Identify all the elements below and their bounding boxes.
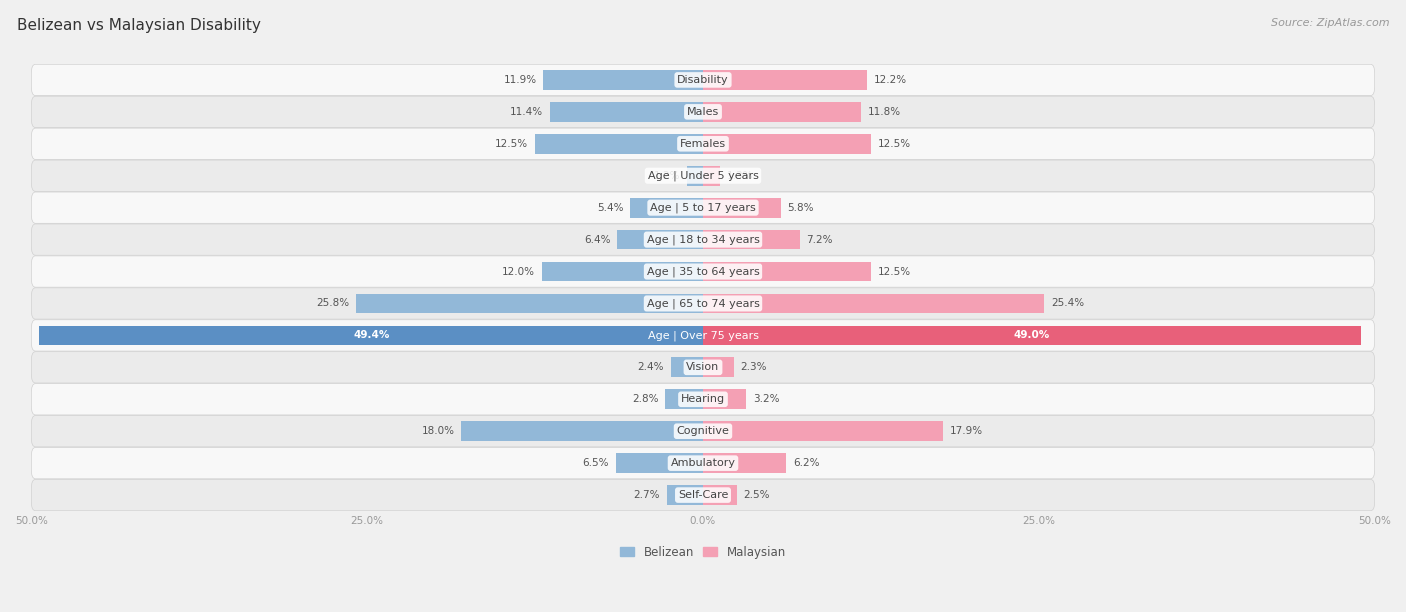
Text: Age | 35 to 64 years: Age | 35 to 64 years xyxy=(647,266,759,277)
Bar xyxy=(665,389,703,409)
FancyBboxPatch shape xyxy=(31,224,1375,255)
FancyBboxPatch shape xyxy=(31,416,1375,447)
Text: 2.5%: 2.5% xyxy=(744,490,770,500)
Text: 5.4%: 5.4% xyxy=(598,203,624,212)
FancyBboxPatch shape xyxy=(31,96,1375,127)
Bar xyxy=(703,134,870,154)
Bar xyxy=(671,357,703,377)
Text: 2.3%: 2.3% xyxy=(741,362,768,372)
Bar xyxy=(536,134,703,154)
Text: 12.5%: 12.5% xyxy=(877,267,911,277)
Text: 7.2%: 7.2% xyxy=(807,234,832,245)
Bar xyxy=(703,453,786,473)
FancyBboxPatch shape xyxy=(31,352,1375,383)
Text: 3.2%: 3.2% xyxy=(752,394,779,405)
Bar xyxy=(703,102,862,122)
Text: 12.5%: 12.5% xyxy=(495,139,529,149)
Text: 49.4%: 49.4% xyxy=(353,330,389,340)
Bar xyxy=(703,485,737,505)
Text: Self-Care: Self-Care xyxy=(678,490,728,500)
Text: 25.4%: 25.4% xyxy=(1050,299,1084,308)
Bar xyxy=(39,326,703,345)
Bar xyxy=(616,453,703,473)
Bar xyxy=(703,357,734,377)
Text: Belizean vs Malaysian Disability: Belizean vs Malaysian Disability xyxy=(17,18,260,34)
Bar xyxy=(617,230,703,250)
Text: 1.2%: 1.2% xyxy=(654,171,681,181)
Text: 12.0%: 12.0% xyxy=(502,267,536,277)
Text: 18.0%: 18.0% xyxy=(422,426,454,436)
FancyBboxPatch shape xyxy=(31,160,1375,192)
Text: 2.7%: 2.7% xyxy=(634,490,659,500)
FancyBboxPatch shape xyxy=(31,128,1375,160)
Text: Ambulatory: Ambulatory xyxy=(671,458,735,468)
FancyBboxPatch shape xyxy=(31,288,1375,319)
FancyBboxPatch shape xyxy=(31,447,1375,479)
Text: Age | 65 to 74 years: Age | 65 to 74 years xyxy=(647,298,759,308)
Text: 2.8%: 2.8% xyxy=(633,394,658,405)
Bar xyxy=(703,262,870,282)
Bar xyxy=(703,166,720,185)
Text: 6.4%: 6.4% xyxy=(583,234,610,245)
Bar xyxy=(357,294,703,313)
Text: 12.5%: 12.5% xyxy=(877,139,911,149)
FancyBboxPatch shape xyxy=(31,479,1375,511)
Bar xyxy=(666,485,703,505)
Bar xyxy=(703,70,868,90)
Text: 11.9%: 11.9% xyxy=(503,75,537,85)
Text: 6.5%: 6.5% xyxy=(582,458,609,468)
Legend: Belizean, Malaysian: Belizean, Malaysian xyxy=(616,541,790,563)
Text: Age | 18 to 34 years: Age | 18 to 34 years xyxy=(647,234,759,245)
Text: 11.4%: 11.4% xyxy=(510,107,543,117)
Bar xyxy=(550,102,703,122)
Text: Age | Over 75 years: Age | Over 75 years xyxy=(648,330,758,341)
Bar xyxy=(703,230,800,250)
Text: Disability: Disability xyxy=(678,75,728,85)
Text: Males: Males xyxy=(688,107,718,117)
Text: Vision: Vision xyxy=(686,362,720,372)
Bar xyxy=(703,326,1361,345)
Bar xyxy=(703,198,780,217)
Text: Females: Females xyxy=(681,139,725,149)
Text: 5.8%: 5.8% xyxy=(787,203,814,212)
Text: Age | Under 5 years: Age | Under 5 years xyxy=(648,171,758,181)
Text: 6.2%: 6.2% xyxy=(793,458,820,468)
Text: 17.9%: 17.9% xyxy=(950,426,983,436)
Bar xyxy=(703,294,1045,313)
Text: Source: ZipAtlas.com: Source: ZipAtlas.com xyxy=(1271,18,1389,28)
FancyBboxPatch shape xyxy=(31,319,1375,351)
FancyBboxPatch shape xyxy=(31,384,1375,415)
Bar xyxy=(703,421,943,441)
Bar xyxy=(543,70,703,90)
Bar xyxy=(688,166,703,185)
Text: 25.8%: 25.8% xyxy=(316,299,350,308)
Text: Cognitive: Cognitive xyxy=(676,426,730,436)
FancyBboxPatch shape xyxy=(31,192,1375,223)
Text: Age | 5 to 17 years: Age | 5 to 17 years xyxy=(650,203,756,213)
Text: Hearing: Hearing xyxy=(681,394,725,405)
Bar xyxy=(630,198,703,217)
Bar xyxy=(461,421,703,441)
Text: 2.4%: 2.4% xyxy=(637,362,664,372)
Bar xyxy=(541,262,703,282)
Text: 12.2%: 12.2% xyxy=(873,75,907,85)
Text: 11.8%: 11.8% xyxy=(868,107,901,117)
FancyBboxPatch shape xyxy=(31,64,1375,95)
FancyBboxPatch shape xyxy=(31,256,1375,287)
Text: 49.0%: 49.0% xyxy=(1014,330,1050,340)
Text: 1.3%: 1.3% xyxy=(727,171,754,181)
Bar xyxy=(703,389,747,409)
